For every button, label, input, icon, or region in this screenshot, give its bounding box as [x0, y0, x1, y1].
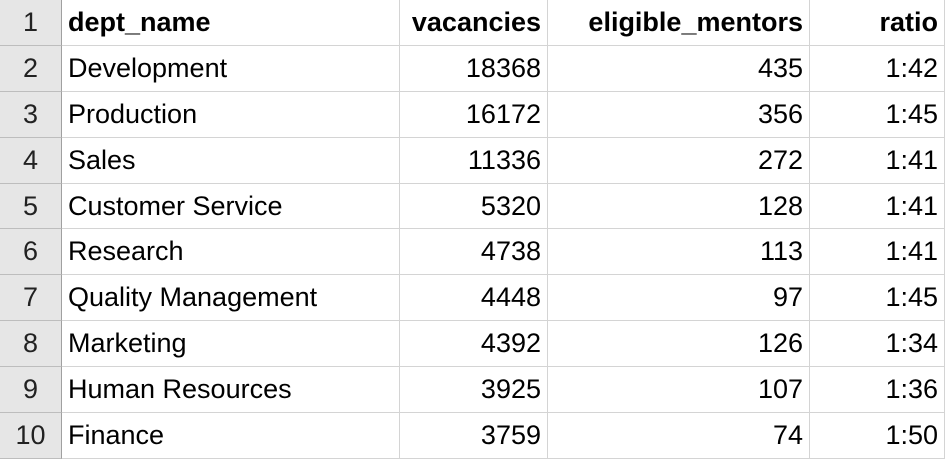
row-number[interactable]: 10	[0, 413, 62, 459]
table-cell[interactable]: Research	[62, 229, 400, 276]
table-cell[interactable]: 3759	[400, 413, 548, 459]
table-cell[interactable]: 126	[548, 321, 810, 368]
table-cell[interactable]: Customer Service	[62, 183, 400, 230]
row-number[interactable]: 1	[0, 0, 62, 46]
table-cell[interactable]: 5320	[400, 183, 548, 230]
table-cell[interactable]: 16172	[400, 91, 548, 138]
row-number[interactable]: 4	[0, 137, 62, 184]
table-cell[interactable]: 1:42	[810, 45, 945, 92]
column-header[interactable]: ratio	[810, 0, 945, 46]
table-cell[interactable]: 74	[548, 413, 810, 459]
column-header[interactable]: eligible_mentors	[548, 0, 810, 46]
row-number[interactable]: 5	[0, 183, 62, 230]
table-cell[interactable]: 1:45	[810, 275, 945, 322]
row-number[interactable]: 7	[0, 275, 62, 322]
table-cell[interactable]: 356	[548, 91, 810, 138]
table-cell[interactable]: 97	[548, 275, 810, 322]
table-cell[interactable]: Human Resources	[62, 367, 400, 414]
table-cell[interactable]: Production	[62, 91, 400, 138]
table-cell[interactable]: Finance	[62, 413, 400, 459]
table-cell[interactable]: Sales	[62, 137, 400, 184]
column-header[interactable]: dept_name	[62, 0, 400, 46]
row-number[interactable]: 6	[0, 229, 62, 276]
table-cell[interactable]: 11336	[400, 137, 548, 184]
table-cell[interactable]: 128	[548, 183, 810, 230]
table-cell[interactable]: 113	[548, 229, 810, 276]
table-cell[interactable]: Marketing	[62, 321, 400, 368]
table-cell[interactable]: 1:34	[810, 321, 945, 368]
table-cell[interactable]: 3925	[400, 367, 548, 414]
table-cell[interactable]: 1:41	[810, 137, 945, 184]
table-cell[interactable]: 1:36	[810, 367, 945, 414]
table-cell[interactable]: 1:41	[810, 229, 945, 276]
row-number[interactable]: 8	[0, 321, 62, 368]
table-cell[interactable]: 272	[548, 137, 810, 184]
row-number[interactable]: 9	[0, 367, 62, 414]
row-number[interactable]: 2	[0, 45, 62, 92]
table-cell[interactable]: 1:50	[810, 413, 945, 459]
table-cell[interactable]: 1:45	[810, 91, 945, 138]
table-cell[interactable]: 435	[548, 45, 810, 92]
table-cell[interactable]: 4392	[400, 321, 548, 368]
table-cell[interactable]: 4738	[400, 229, 548, 276]
table-cell[interactable]: Quality Management	[62, 275, 400, 322]
table-cell[interactable]: 18368	[400, 45, 548, 92]
table-cell[interactable]: 107	[548, 367, 810, 414]
table-cell[interactable]: 4448	[400, 275, 548, 322]
table-cell[interactable]: 1:41	[810, 183, 945, 230]
row-number[interactable]: 3	[0, 91, 62, 138]
column-header[interactable]: vacancies	[400, 0, 548, 46]
table-cell[interactable]: Development	[62, 45, 400, 92]
